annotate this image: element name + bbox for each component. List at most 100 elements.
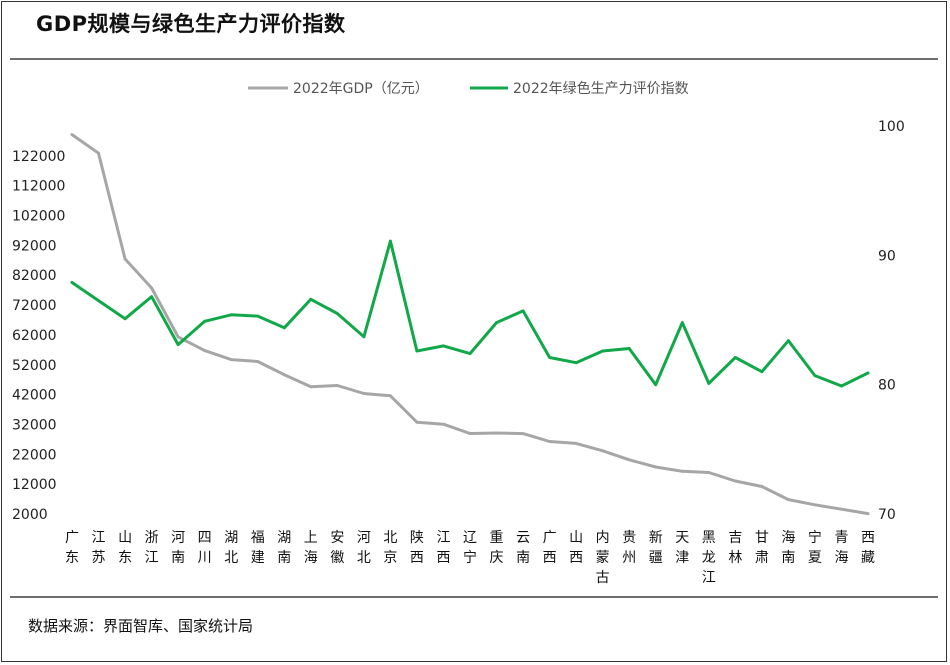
gdp-point <box>362 392 366 395</box>
left-tick-label: 72000 <box>12 298 57 314</box>
top-divider <box>10 58 938 60</box>
green-index-point <box>335 312 339 315</box>
green-index-point <box>229 313 233 317</box>
gdp-point <box>787 498 790 501</box>
category-label: 甘肃 <box>755 530 769 566</box>
category-label: 辽宁 <box>463 530 477 566</box>
left-tick-label: 62000 <box>12 328 57 344</box>
category-label: 吉林 <box>728 530 742 566</box>
gdp-point <box>70 133 74 137</box>
left-axis: 2000 12000 22000 32000 42000 52000 62000 72000 8… <box>12 149 65 523</box>
x-axis-categories: 广东江苏山东浙江河南四川湖北福建湖南上海安徽河北北京陕西江西辽宁重庆云南广西山西… <box>65 529 875 586</box>
gdp-point <box>521 432 525 435</box>
category-label: 陕西 <box>410 530 424 566</box>
green-index-point <box>150 295 154 299</box>
gdp-point <box>601 449 605 453</box>
bottom-divider <box>10 596 938 598</box>
left-tick-label: 2000 <box>12 507 48 523</box>
category-label: 重庆 <box>490 530 504 566</box>
gdp-point <box>256 360 260 363</box>
gdp-point <box>760 485 764 488</box>
gdp-point <box>468 432 472 435</box>
left-tick-label: 32000 <box>12 417 57 433</box>
category-label: 上海 <box>304 530 318 566</box>
gdp-point <box>335 384 339 387</box>
left-tick-label: 122000 <box>12 149 65 165</box>
left-tick-label: 12000 <box>12 477 57 493</box>
gdp-point <box>282 373 286 377</box>
gdp-point <box>574 442 578 445</box>
gdp-point <box>548 440 551 443</box>
category-label: 山西 <box>569 530 583 566</box>
legend-label-gdp: 2022年GDP（亿元） <box>293 81 429 97</box>
category-label: 广西 <box>543 530 557 566</box>
green-index-point <box>389 239 392 243</box>
left-tick-label: 102000 <box>12 209 65 225</box>
gdp-point <box>415 420 419 424</box>
category-label: 湖北 <box>224 530 238 566</box>
green-index-point <box>760 370 764 374</box>
category-label: 黑龙江 <box>702 530 716 586</box>
category-label: 海南 <box>781 530 795 566</box>
series-lines <box>70 133 870 516</box>
category-label: 浙江 <box>145 530 159 566</box>
right-axis: 70 80 90 100 <box>878 119 905 523</box>
chart-title: GDP规模与绿色生产力评价指数 <box>36 12 346 36</box>
green-index-point <box>415 349 419 353</box>
green-index-point <box>787 339 790 343</box>
green-index-point <box>362 335 366 339</box>
green-index-point <box>574 361 578 365</box>
right-tick-label: 70 <box>878 507 896 523</box>
green-index-point <box>495 321 498 324</box>
green-index-point <box>680 321 684 324</box>
green-index-point <box>468 352 472 355</box>
category-label: 湖南 <box>277 530 291 566</box>
gdp-point <box>840 507 843 511</box>
green-index-series-line <box>70 239 870 388</box>
left-tick-label: 52000 <box>12 358 57 374</box>
green-index-point <box>203 319 207 323</box>
gdp-point <box>733 479 737 483</box>
green-index-point <box>442 344 445 348</box>
green-index-point <box>70 281 74 284</box>
left-tick-label: 42000 <box>12 388 57 404</box>
gdp-point <box>813 503 817 507</box>
category-label: 四川 <box>198 530 212 566</box>
category-label: 内蒙古 <box>596 530 610 586</box>
gdp-point <box>707 471 711 474</box>
source-note: 数据来源：界面智库、国家统计局 <box>28 617 254 635</box>
category-label: 云南 <box>516 530 530 566</box>
category-label: 山东 <box>118 530 132 566</box>
category-label: 北京 <box>383 530 397 566</box>
gdp-point <box>389 394 392 398</box>
green-index-point <box>707 382 711 385</box>
right-tick-label: 90 <box>878 248 896 264</box>
category-label: 安徽 <box>330 530 344 566</box>
gdp-point <box>229 358 233 361</box>
gdp-point <box>627 458 631 462</box>
green-index-point <box>123 317 127 321</box>
left-tick-label: 22000 <box>12 447 57 463</box>
category-label: 新疆 <box>649 530 663 566</box>
legend: 2022年GDP（亿元） 2022年绿色生产力评价指数 <box>248 80 689 97</box>
category-label: 河南 <box>171 530 185 566</box>
green-index-point <box>97 299 100 302</box>
green-index-point <box>176 343 180 346</box>
gdp-point <box>866 512 870 515</box>
green-index-point <box>866 371 870 375</box>
gdp-point <box>309 385 313 389</box>
green-index-point <box>548 356 551 359</box>
category-label: 江西 <box>436 530 450 566</box>
gdp-series-line <box>70 133 870 516</box>
gdp-point <box>442 422 445 426</box>
gdp-point <box>203 349 207 352</box>
category-label: 西藏 <box>861 530 875 566</box>
green-index-point <box>627 347 631 350</box>
green-index-point <box>813 374 817 377</box>
green-index-point <box>282 326 286 330</box>
green-index-point <box>840 384 843 388</box>
gdp-point <box>680 469 684 473</box>
right-tick-label: 100 <box>878 119 905 135</box>
gdp-point <box>123 257 127 261</box>
